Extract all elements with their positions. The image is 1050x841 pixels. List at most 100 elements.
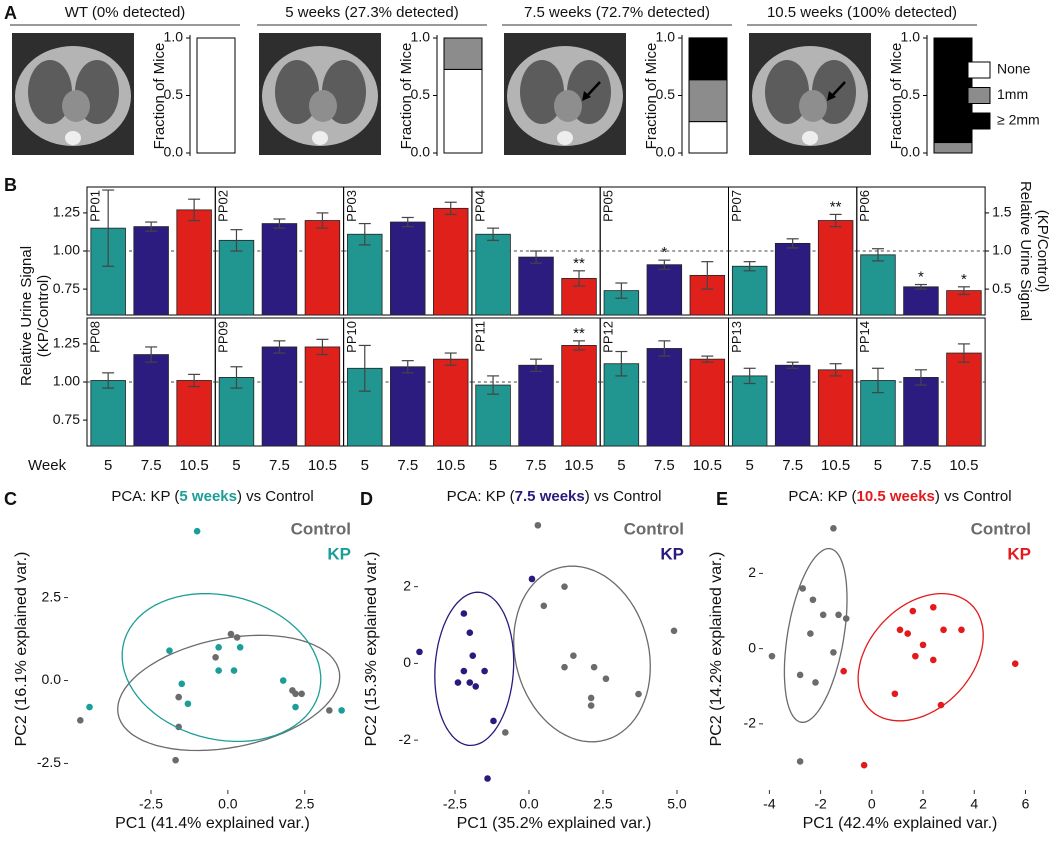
bar [774, 364, 811, 447]
bar [689, 358, 726, 447]
y-tick-label: 0.0 [656, 144, 676, 160]
y-tick-label: -2 [744, 715, 757, 731]
bar-segment [688, 121, 728, 154]
title-part: PCA: KP ( [788, 488, 856, 505]
bar [646, 348, 683, 447]
point [528, 575, 536, 583]
y-axis-label: PC2 (16.1% explained var.) [13, 552, 30, 747]
point [796, 671, 804, 679]
x-tick-label: 7.5 [397, 457, 418, 474]
point [587, 694, 595, 702]
x-tick-label: 5 [874, 457, 882, 474]
y2-axis-label: Relative Urine Signal [1017, 181, 1034, 321]
point [830, 649, 837, 656]
point [602, 675, 610, 683]
arrow [830, 81, 846, 98]
point [292, 690, 299, 698]
bar [903, 286, 939, 316]
y-tick-label: 0.0 [42, 671, 62, 687]
ellipse [434, 591, 515, 747]
panel-letter: B [4, 175, 17, 195]
ct-spine [312, 131, 328, 145]
chart-title: PCA: KP (5 weeks) vs Control [111, 488, 313, 505]
ct-lung [275, 60, 319, 124]
y-tick-label: 1.00 [53, 373, 80, 389]
title-part: 5 weeks [179, 488, 237, 505]
x-tick-label: 2 [919, 796, 927, 812]
ellipse [783, 547, 848, 723]
ct-spine [802, 131, 818, 145]
point [454, 679, 462, 686]
bar [817, 220, 854, 316]
x-tick-label: 7.5 [269, 457, 290, 474]
title-part: PCA: KP ( [447, 488, 515, 505]
legend-label: 1mm [997, 86, 1028, 102]
legend-label: KP [1007, 544, 1031, 563]
legend-swatch [967, 61, 991, 79]
point [799, 585, 806, 592]
point [172, 756, 179, 764]
bar [475, 233, 511, 316]
bar [603, 290, 640, 316]
y2-tick-label: 1.0 [992, 242, 1012, 258]
x-tick-label: 10.5 [308, 457, 337, 474]
point [212, 653, 219, 661]
x-tick-label: 5 [104, 457, 112, 474]
point [338, 707, 345, 714]
point [812, 679, 819, 686]
y-axis-label: Fraction of Mice [888, 43, 905, 150]
point [635, 690, 642, 698]
point [466, 679, 474, 686]
panel-name: PP10 [344, 321, 359, 353]
panel-name: PP05 [601, 190, 616, 222]
bar [304, 346, 341, 447]
bar [218, 239, 255, 316]
y-tick-label: -2.5 [37, 754, 61, 770]
x-tick-label: 6 [1022, 796, 1030, 812]
panel-letter: C [4, 489, 17, 509]
point [809, 596, 817, 604]
point [904, 630, 911, 637]
point [796, 758, 804, 765]
point [940, 626, 947, 634]
ct-heart [554, 90, 582, 122]
y-tick-label: 0.5 [901, 86, 921, 102]
point [540, 602, 548, 610]
ellipse [121, 592, 322, 743]
x-tick-label: 7.5 [654, 457, 675, 474]
panel-title: 10.5 weeks (100% detected) [767, 4, 957, 21]
point [929, 603, 937, 611]
y-tick-label: 0 [748, 639, 756, 655]
legend-label: None [997, 61, 1031, 77]
bar-segment [933, 142, 973, 154]
x-axis-label: Week [28, 457, 67, 474]
x-tick-label: -2.5 [139, 796, 163, 812]
y-tick-label: 1.0 [656, 29, 676, 45]
legend-swatch [967, 87, 991, 104]
panel-letter: E [716, 489, 728, 509]
bar-segment [933, 37, 973, 144]
point [233, 634, 241, 641]
y-tick-label: 1.25 [53, 335, 80, 351]
x-tick-label: 5 [745, 457, 753, 474]
legend-label: Control [971, 519, 1031, 538]
point [86, 703, 93, 711]
point [236, 644, 244, 651]
point [469, 652, 477, 660]
panel-name: PP06 [857, 190, 872, 222]
y-tick-label: 0.5 [656, 86, 676, 102]
x-tick-label: 0.0 [218, 796, 238, 812]
x-tick-label: 5 [489, 457, 497, 474]
bar [774, 242, 811, 316]
x-tick-label: -4 [763, 796, 776, 812]
ct-heart [62, 90, 90, 122]
bar [561, 345, 597, 447]
bar [176, 380, 212, 447]
x-tick-label: 10.5 [564, 457, 593, 474]
y-tick-label: 0 [403, 654, 411, 670]
point [807, 630, 814, 637]
x-tick-label: 10.5 [180, 457, 209, 474]
panel-name: PP14 [857, 321, 872, 353]
ct-lung [520, 60, 564, 124]
point [842, 615, 850, 622]
